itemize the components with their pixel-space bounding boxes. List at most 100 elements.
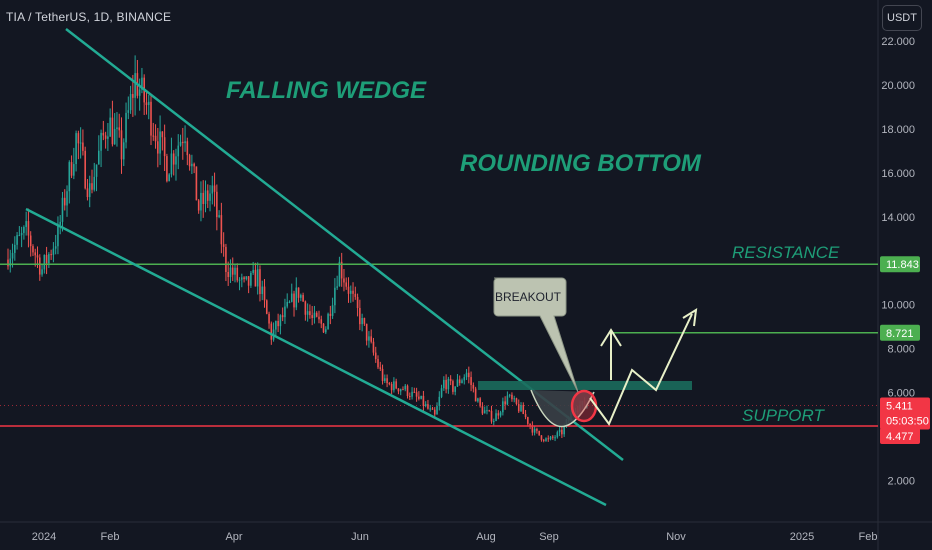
candle-body [343,278,345,283]
candle [170,137,173,178]
candle [179,134,182,147]
candle [206,184,209,209]
candle-body [331,305,334,316]
y-tick-label: 20.000 [881,80,915,92]
x-tick-label: Apr [225,531,242,543]
candle-body [102,132,105,136]
candle-body [129,94,132,111]
candle [127,96,130,120]
candle [293,290,295,317]
candle-body [288,301,291,303]
support-price-tag-bg [880,428,920,445]
candle [82,129,84,156]
candle [556,430,559,439]
candle [166,153,168,183]
candle [186,137,189,166]
candle [168,173,170,182]
candle-body [365,323,368,341]
candle-body [527,417,529,424]
candle-body [429,408,432,410]
candle [404,384,407,392]
candle-body [147,101,150,106]
currency-button[interactable]: USDT [882,5,922,31]
candle [177,134,180,170]
candle-body [48,254,50,264]
candle-body [200,192,202,211]
candle [536,427,538,434]
candle-body [281,315,284,318]
candle-body [268,313,270,324]
y-tick-label: 10.000 [881,300,915,312]
candle-body [513,398,516,400]
candle [406,384,409,399]
countdown-text: 05:03:50 [886,416,929,428]
candle-body [225,246,227,272]
candle [558,426,561,437]
candle-body [418,396,420,399]
candle [281,307,284,322]
candle-body [399,389,402,392]
candle [79,127,82,159]
candle [533,426,536,436]
candle [354,286,357,300]
candle-body [88,183,91,198]
candle-body [45,254,48,264]
candle-body [356,296,359,308]
candle-body [227,271,229,278]
candle-body [499,412,502,416]
candle [104,131,107,149]
candle-body [422,395,425,407]
candle-body [186,141,189,156]
candle-body [286,301,289,307]
candle-body [188,155,191,167]
candle-body [379,367,382,369]
candle [368,331,370,348]
candle [63,189,66,211]
candle [95,164,98,192]
candle [527,416,529,427]
candle-body [98,150,100,165]
candle [154,124,157,149]
candle-body [322,323,325,333]
candle-body [29,235,32,247]
candle-body [70,162,73,176]
candle [483,406,486,414]
candle-body [132,94,134,98]
candle-body [465,372,468,378]
candle [393,377,395,393]
candle-body [531,425,534,433]
candle [309,304,311,319]
candle-body [261,286,264,295]
candle [458,375,461,386]
candle-body [145,102,148,106]
callout-bubble [493,277,579,393]
candle [45,246,48,275]
candle [225,243,227,282]
candle [38,254,41,281]
candle [524,409,527,420]
candle [306,303,309,322]
candle-body [352,290,354,294]
candle [477,397,479,403]
current-price-text: 5.411 [886,401,913,413]
candle [497,410,500,420]
candle-body [486,410,488,412]
candle [408,392,411,401]
candle [304,300,307,321]
candle [395,378,397,390]
candle-body [443,379,445,389]
candle [327,312,329,330]
candle [331,297,334,319]
candle-body [206,190,209,201]
candle-body [290,293,293,302]
candle [68,160,71,204]
candle-body [522,405,525,415]
falling-wedge-label: FALLING WEDGE [226,77,427,104]
candle [445,374,447,394]
candle-body [263,286,266,301]
candle [247,275,250,294]
resistance-price-tag-text: 11.843 [886,259,919,271]
candle-body [95,164,98,177]
candle-body [517,404,520,412]
